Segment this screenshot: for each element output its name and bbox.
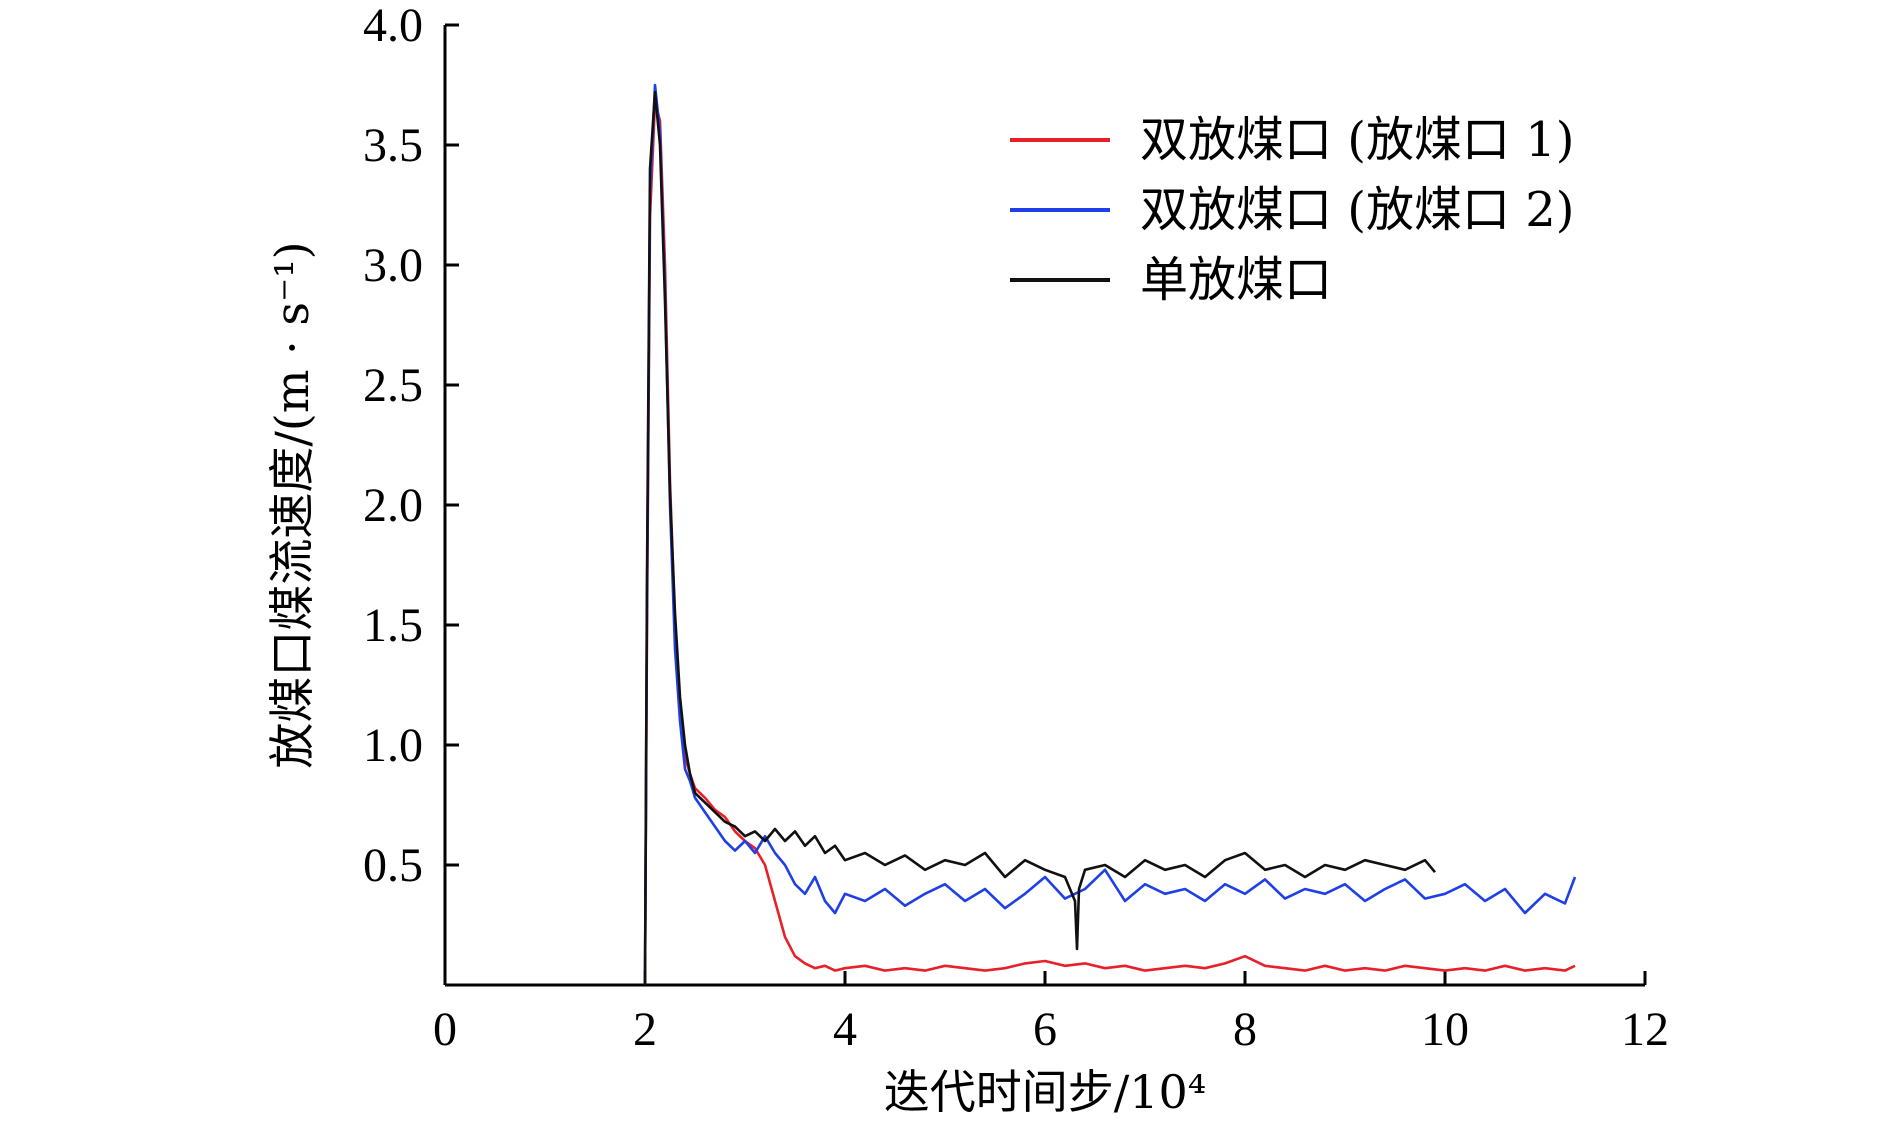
series-line-3 bbox=[643, 90, 1436, 986]
axes bbox=[443, 25, 1645, 987]
x-tick-label: 0 bbox=[433, 1003, 457, 1056]
y-tick-label: 3.0 bbox=[363, 239, 423, 292]
y-tick-label: 2.5 bbox=[363, 359, 423, 412]
legend-label-2: 双放煤口 (放煤口 2) bbox=[1140, 182, 1575, 238]
y-tick-label: 1.0 bbox=[363, 719, 423, 772]
series-line-2 bbox=[643, 83, 1577, 986]
x-axis-title: 迭代时间步/10⁴ bbox=[884, 1065, 1206, 1119]
series-layer bbox=[643, 83, 1577, 986]
y-tick-label: 2.0 bbox=[363, 479, 423, 532]
legend: 双放煤口 (放煤口 1) 双放煤口 (放煤口 2) 单放煤口 bbox=[1010, 112, 1575, 308]
legend-label-3: 单放煤口 bbox=[1140, 252, 1332, 308]
x-tick-label: 2 bbox=[633, 1003, 657, 1056]
legend-label-1: 双放煤口 (放煤口 1) bbox=[1140, 112, 1575, 168]
y-tick-label: 0.5 bbox=[363, 839, 423, 892]
y-tick-label: 1.5 bbox=[363, 599, 423, 652]
x-tick-label: 6 bbox=[1033, 1003, 1057, 1056]
y-tick-label: 3.5 bbox=[363, 119, 423, 172]
y-tick-label: 4.0 bbox=[363, 0, 423, 52]
x-tick-label: 10 bbox=[1421, 1003, 1469, 1056]
x-ticks: 0 2 4 6 8 10 12 bbox=[433, 971, 1669, 1056]
y-ticks: 0.5 1.0 1.5 2.0 2.5 3.0 3.5 4.0 bbox=[363, 0, 459, 892]
x-tick-label: 4 bbox=[833, 1003, 857, 1056]
x-tick-label: 12 bbox=[1621, 1003, 1669, 1056]
y-axis-title: 放煤口煤流速度/(m · s⁻¹) bbox=[265, 241, 319, 768]
x-tick-label: 8 bbox=[1233, 1003, 1257, 1056]
